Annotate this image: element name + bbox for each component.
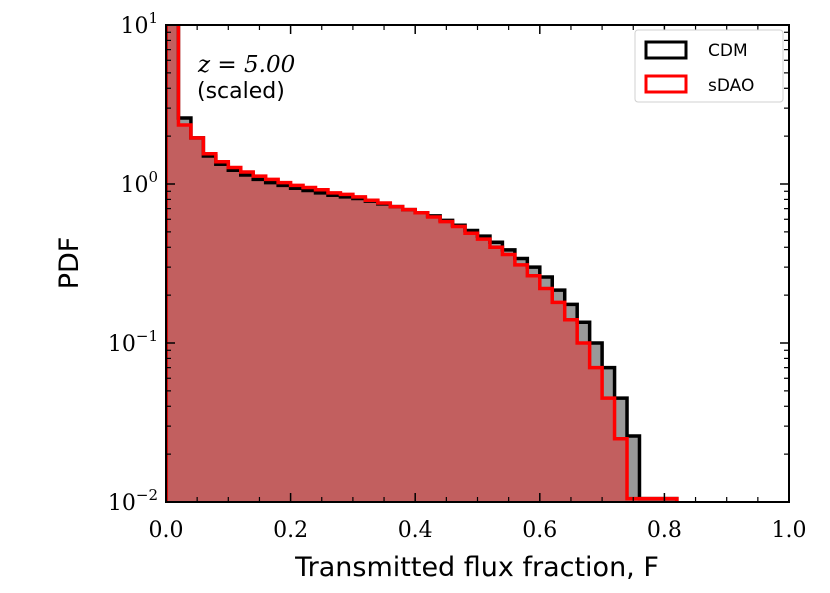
x-tick-label: 0.2: [273, 518, 308, 543]
y-tick-label: 10−2: [108, 486, 158, 516]
y-axis-title: PDF: [54, 237, 85, 290]
x-tick-label: 0.6: [522, 518, 557, 543]
y-tick-label: 101: [120, 9, 158, 39]
redshift-annotation: z = 5.00: [197, 52, 295, 78]
x-tick-label: 0.4: [398, 518, 433, 543]
legend-box: [634, 29, 784, 103]
x-axis-title: Transmitted flux fraction, F: [294, 552, 659, 583]
histogram-step-sdao: [166, 25, 679, 502]
legend-swatch-sdao: [644, 74, 688, 94]
x-tick-label: 1.0: [772, 518, 807, 543]
legend-swatch-cdm: [644, 40, 688, 60]
legend-label-cdm: CDM: [708, 41, 748, 61]
y-tick-label: 10−1: [108, 327, 158, 357]
histogram-fill-sdao: [166, 25, 677, 502]
y-axis-ticks: 10−2 10−1 100 101: [108, 9, 789, 516]
x-tick-label: 0.8: [647, 518, 682, 543]
y-tick-label: 100: [120, 168, 158, 198]
histogram-steps: [166, 25, 679, 502]
histogram-fills: [166, 25, 677, 502]
legend: CDM sDAO: [634, 29, 784, 103]
scaled-annotation: (scaled): [197, 79, 285, 104]
legend-label-sdao: sDAO: [708, 76, 754, 96]
x-axis-ticks: 0.0 0.2 0.4 0.6 0.8 1.0: [149, 25, 807, 543]
x-tick-label: 0.0: [149, 518, 184, 543]
